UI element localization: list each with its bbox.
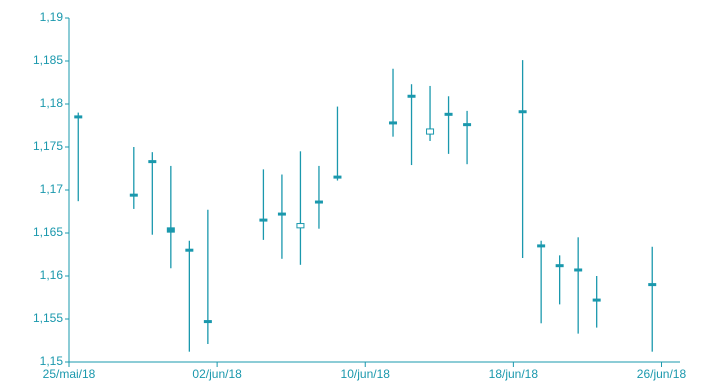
candle-body [74, 115, 83, 119]
candle-body [166, 227, 175, 233]
candle-body [148, 160, 157, 164]
y-tick-label: 1,185 [33, 53, 63, 67]
candle-body [574, 268, 583, 272]
y-tick-label: 1,15 [40, 354, 64, 368]
x-tick-label: 26/jun/18 [637, 367, 687, 381]
candle-body [314, 200, 323, 204]
x-tick-label: 10/jun/18 [341, 367, 391, 381]
y-tick-label: 1,155 [33, 311, 63, 325]
candle-body [129, 193, 138, 197]
candle-body [648, 283, 657, 287]
x-tick-label: 25/mai/18 [43, 367, 96, 381]
y-tick-label: 1,165 [33, 225, 63, 239]
candle-body [185, 248, 194, 252]
y-tick-label: 1,17 [40, 182, 64, 196]
candle-body [555, 264, 564, 268]
candle-body [444, 112, 453, 116]
candle-body [426, 128, 435, 135]
y-tick-label: 1,175 [33, 139, 63, 153]
candle-body [333, 175, 342, 179]
y-tick-label: 1,16 [40, 268, 64, 282]
candle-body [389, 121, 398, 125]
y-tick-label: 1,18 [40, 96, 64, 110]
candle-body [296, 223, 305, 229]
candle-body [277, 212, 286, 216]
candle-body [259, 218, 268, 222]
candle-body [407, 94, 416, 98]
x-tick-label: 02/jun/18 [192, 367, 242, 381]
candle-body [592, 298, 601, 302]
x-tick-label: 18/jun/18 [489, 367, 539, 381]
candle-body [203, 320, 212, 324]
candle-body [518, 110, 527, 114]
candle-body [463, 123, 472, 127]
candle-body [537, 244, 546, 248]
y-tick-label: 1,19 [40, 10, 64, 24]
